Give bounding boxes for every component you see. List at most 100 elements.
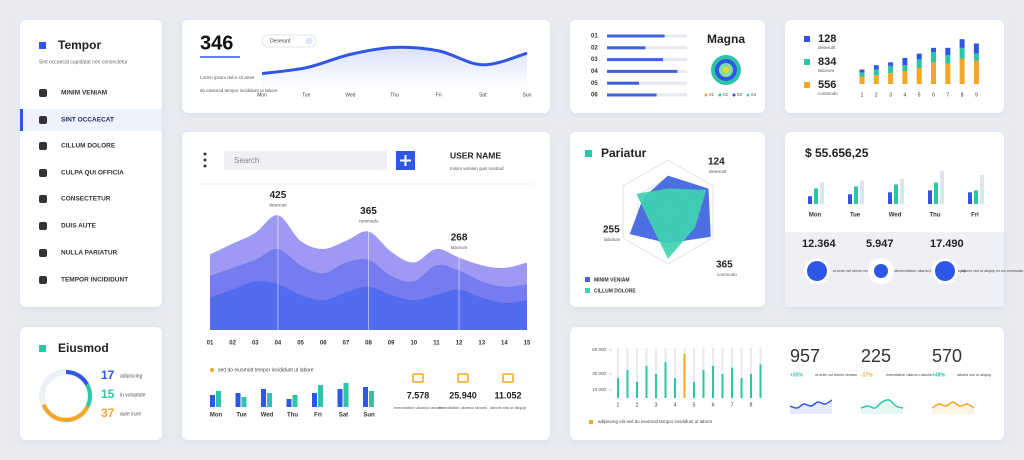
bar [974,190,978,204]
legend-swatch [589,420,593,424]
menu-item[interactable]: CILLUM DOLORE [61,143,116,150]
dropdown-icon [305,37,313,45]
bar [337,389,343,407]
stat-value: 37 [101,406,115,420]
bar-segment [873,69,879,76]
bar [820,182,824,204]
caption: Lorem ipsum dolor sit amet [200,75,255,80]
bar-segment [916,59,922,69]
row-label: 05 [591,81,598,87]
plus-icon [400,155,411,166]
x-tick-label: 3 [655,402,658,408]
bar-segment [931,52,936,63]
stat-label: deserunt [818,45,836,50]
x-tick-label: Fri [436,92,442,98]
x-tick-label: Thu [930,213,941,219]
bar [740,378,743,398]
x-tick-label: 11 [433,341,440,347]
menu-icon [39,276,47,284]
bar-segment [959,58,965,84]
row-label: 01 [591,34,598,40]
stat-value: 834 [818,56,837,68]
device-label: exercitation ullamco laboris [394,405,442,410]
line [261,45,528,75]
bar [888,192,892,204]
x-tick-label: 3 [889,92,892,98]
stat-value: 12.364 [802,238,837,250]
row-label: 02 [591,45,598,51]
bar [369,391,374,407]
bar [292,395,298,407]
kpi-value: 225 [861,346,891,366]
user-note: minim veniam quis nostrud [450,166,504,171]
dropdown[interactable] [261,34,317,48]
x-tick-label: 6 [932,92,935,98]
menu-icon [39,169,47,177]
legend-swatch [585,288,590,293]
x-tick-label: Thu [287,413,298,419]
search-box[interactable] [224,151,387,170]
bar [674,378,676,398]
bar-segment [902,57,908,66]
annotation-value: 268 [451,232,468,243]
x-tick-label: 03 [252,341,259,347]
sparkline [789,399,833,409]
x-tick-label: 05 [297,341,304,347]
search-placeholder[interactable]: Search [234,156,259,165]
bar-segment [859,76,865,84]
radar-label: deserunt [709,169,727,174]
magna-card [570,20,765,113]
legend-swatch [210,368,214,372]
bar [607,81,639,85]
device-icon [457,373,469,383]
x-tick-label: 2 [875,92,878,98]
menu-item[interactable]: CULPA QUI OFFICIA [61,170,124,177]
x-tick-label: Fri [314,413,322,419]
annotation-label: deserunt [269,202,287,207]
menu-dot[interactable] [203,152,207,156]
dropdown-label[interactable]: Deserunt [270,38,291,44]
bar [617,378,619,398]
menu-item[interactable]: NULLA PARIATUR [61,250,118,257]
legend-swatch [804,82,810,88]
menu-item[interactable]: CONSECTETUR [61,196,111,203]
menu-dot[interactable] [203,164,207,168]
x-tick-label: Sat [479,92,487,98]
x-tick-label: Sun [523,92,532,98]
stat-label: in voluptate [120,392,146,398]
eiusmod-card [20,327,162,440]
bar [808,196,812,204]
x-tick-label: 08 [365,341,372,347]
stat-value: 17.490 [930,238,964,250]
stat-label: laborum [818,68,835,73]
menu-icon [39,142,47,150]
bar [607,58,663,62]
menu-dot[interactable] [203,158,207,162]
bar-segment [945,63,951,84]
x-tick-label: Fri [971,213,979,219]
menu-item[interactable]: TEMPOR INCIDIDUNT [61,277,128,284]
menu-item[interactable]: DUIS AUTE [61,223,96,230]
bar [607,93,657,97]
row-label: 04 [591,69,598,75]
stat-label: ut enim ad minim veniam quis nostrud [833,269,897,273]
donut-segment [40,370,92,422]
menu-item[interactable]: MINIM VENIAM [61,90,107,97]
x-tick-label: Wed [261,413,274,419]
bar-segment [931,47,936,53]
bar [318,385,323,407]
bar [814,188,818,204]
device-value: 25.940 [449,390,477,400]
active-indicator [20,109,23,131]
kpi-value: 957 [790,346,820,366]
sparkline [931,401,975,409]
stat-label: laboris nisi ut aliquip ex ea commodo [961,269,1023,273]
stat-value: 17 [101,368,115,382]
bar [286,399,292,407]
bar [894,184,898,204]
legend-label: CILLUM DOLORE [594,288,636,294]
x-tick-label: Wed [345,92,355,98]
bar-segment [859,72,865,77]
menu-item[interactable]: SINT OCCAECAT [61,117,114,124]
bar-segment [888,73,894,84]
